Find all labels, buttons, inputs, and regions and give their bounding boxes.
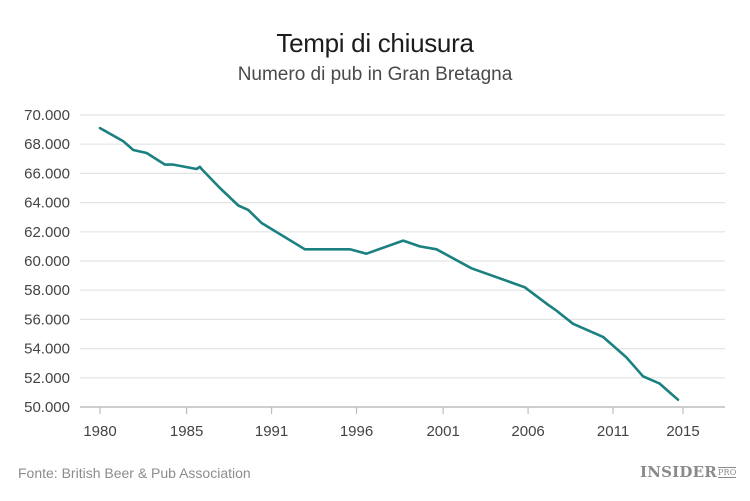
y-tick-label: 50.000 bbox=[24, 399, 70, 416]
series-line bbox=[98, 126, 680, 401]
chart-subtitle: Numero di pub in Gran Bretagna bbox=[237, 64, 513, 85]
x-tick-label: 1996 bbox=[340, 423, 373, 440]
insider-pro-logo: INSIDERPRO bbox=[640, 463, 737, 481]
y-tick-label: 58.000 bbox=[24, 282, 70, 299]
y-tick-label: 62.000 bbox=[24, 224, 70, 241]
x-tick-label: 2015 bbox=[666, 423, 699, 440]
source-note: Fonte: British Beer & Pub Association bbox=[18, 465, 251, 481]
gridlines bbox=[80, 114, 725, 379]
y-tick-label: 56.000 bbox=[24, 311, 70, 328]
logo-main: INSIDER bbox=[640, 463, 717, 481]
y-tick-label: 60.000 bbox=[24, 253, 70, 270]
y-tick-label: 68.000 bbox=[24, 136, 70, 153]
chart-title: Tempi di chiusura bbox=[276, 28, 474, 58]
y-tick-label: 52.000 bbox=[24, 370, 70, 387]
y-tick-label: 66.000 bbox=[24, 165, 70, 182]
y-tick-label: 70.000 bbox=[24, 107, 70, 124]
y-axis-labels: 50.000 52.000 54.000 56.000 58.000 60.000 62.0… bbox=[24, 107, 70, 416]
x-tick-label: 2006 bbox=[511, 423, 544, 440]
x-axis: 1980 1985 1991 1996 2001 2006 2011 2015 bbox=[80, 406, 725, 440]
x-tick-label: 2001 bbox=[426, 423, 459, 440]
y-tick-label: 64.000 bbox=[24, 195, 70, 212]
x-tick-label: 2011 bbox=[597, 423, 629, 440]
y-tick-label: 54.000 bbox=[24, 341, 70, 358]
x-tick-label: 1985 bbox=[170, 423, 203, 440]
x-tick-label: 1980 bbox=[83, 423, 116, 440]
logo-suffix: PRO bbox=[717, 467, 737, 478]
x-tick-label: 1991 bbox=[255, 423, 288, 440]
